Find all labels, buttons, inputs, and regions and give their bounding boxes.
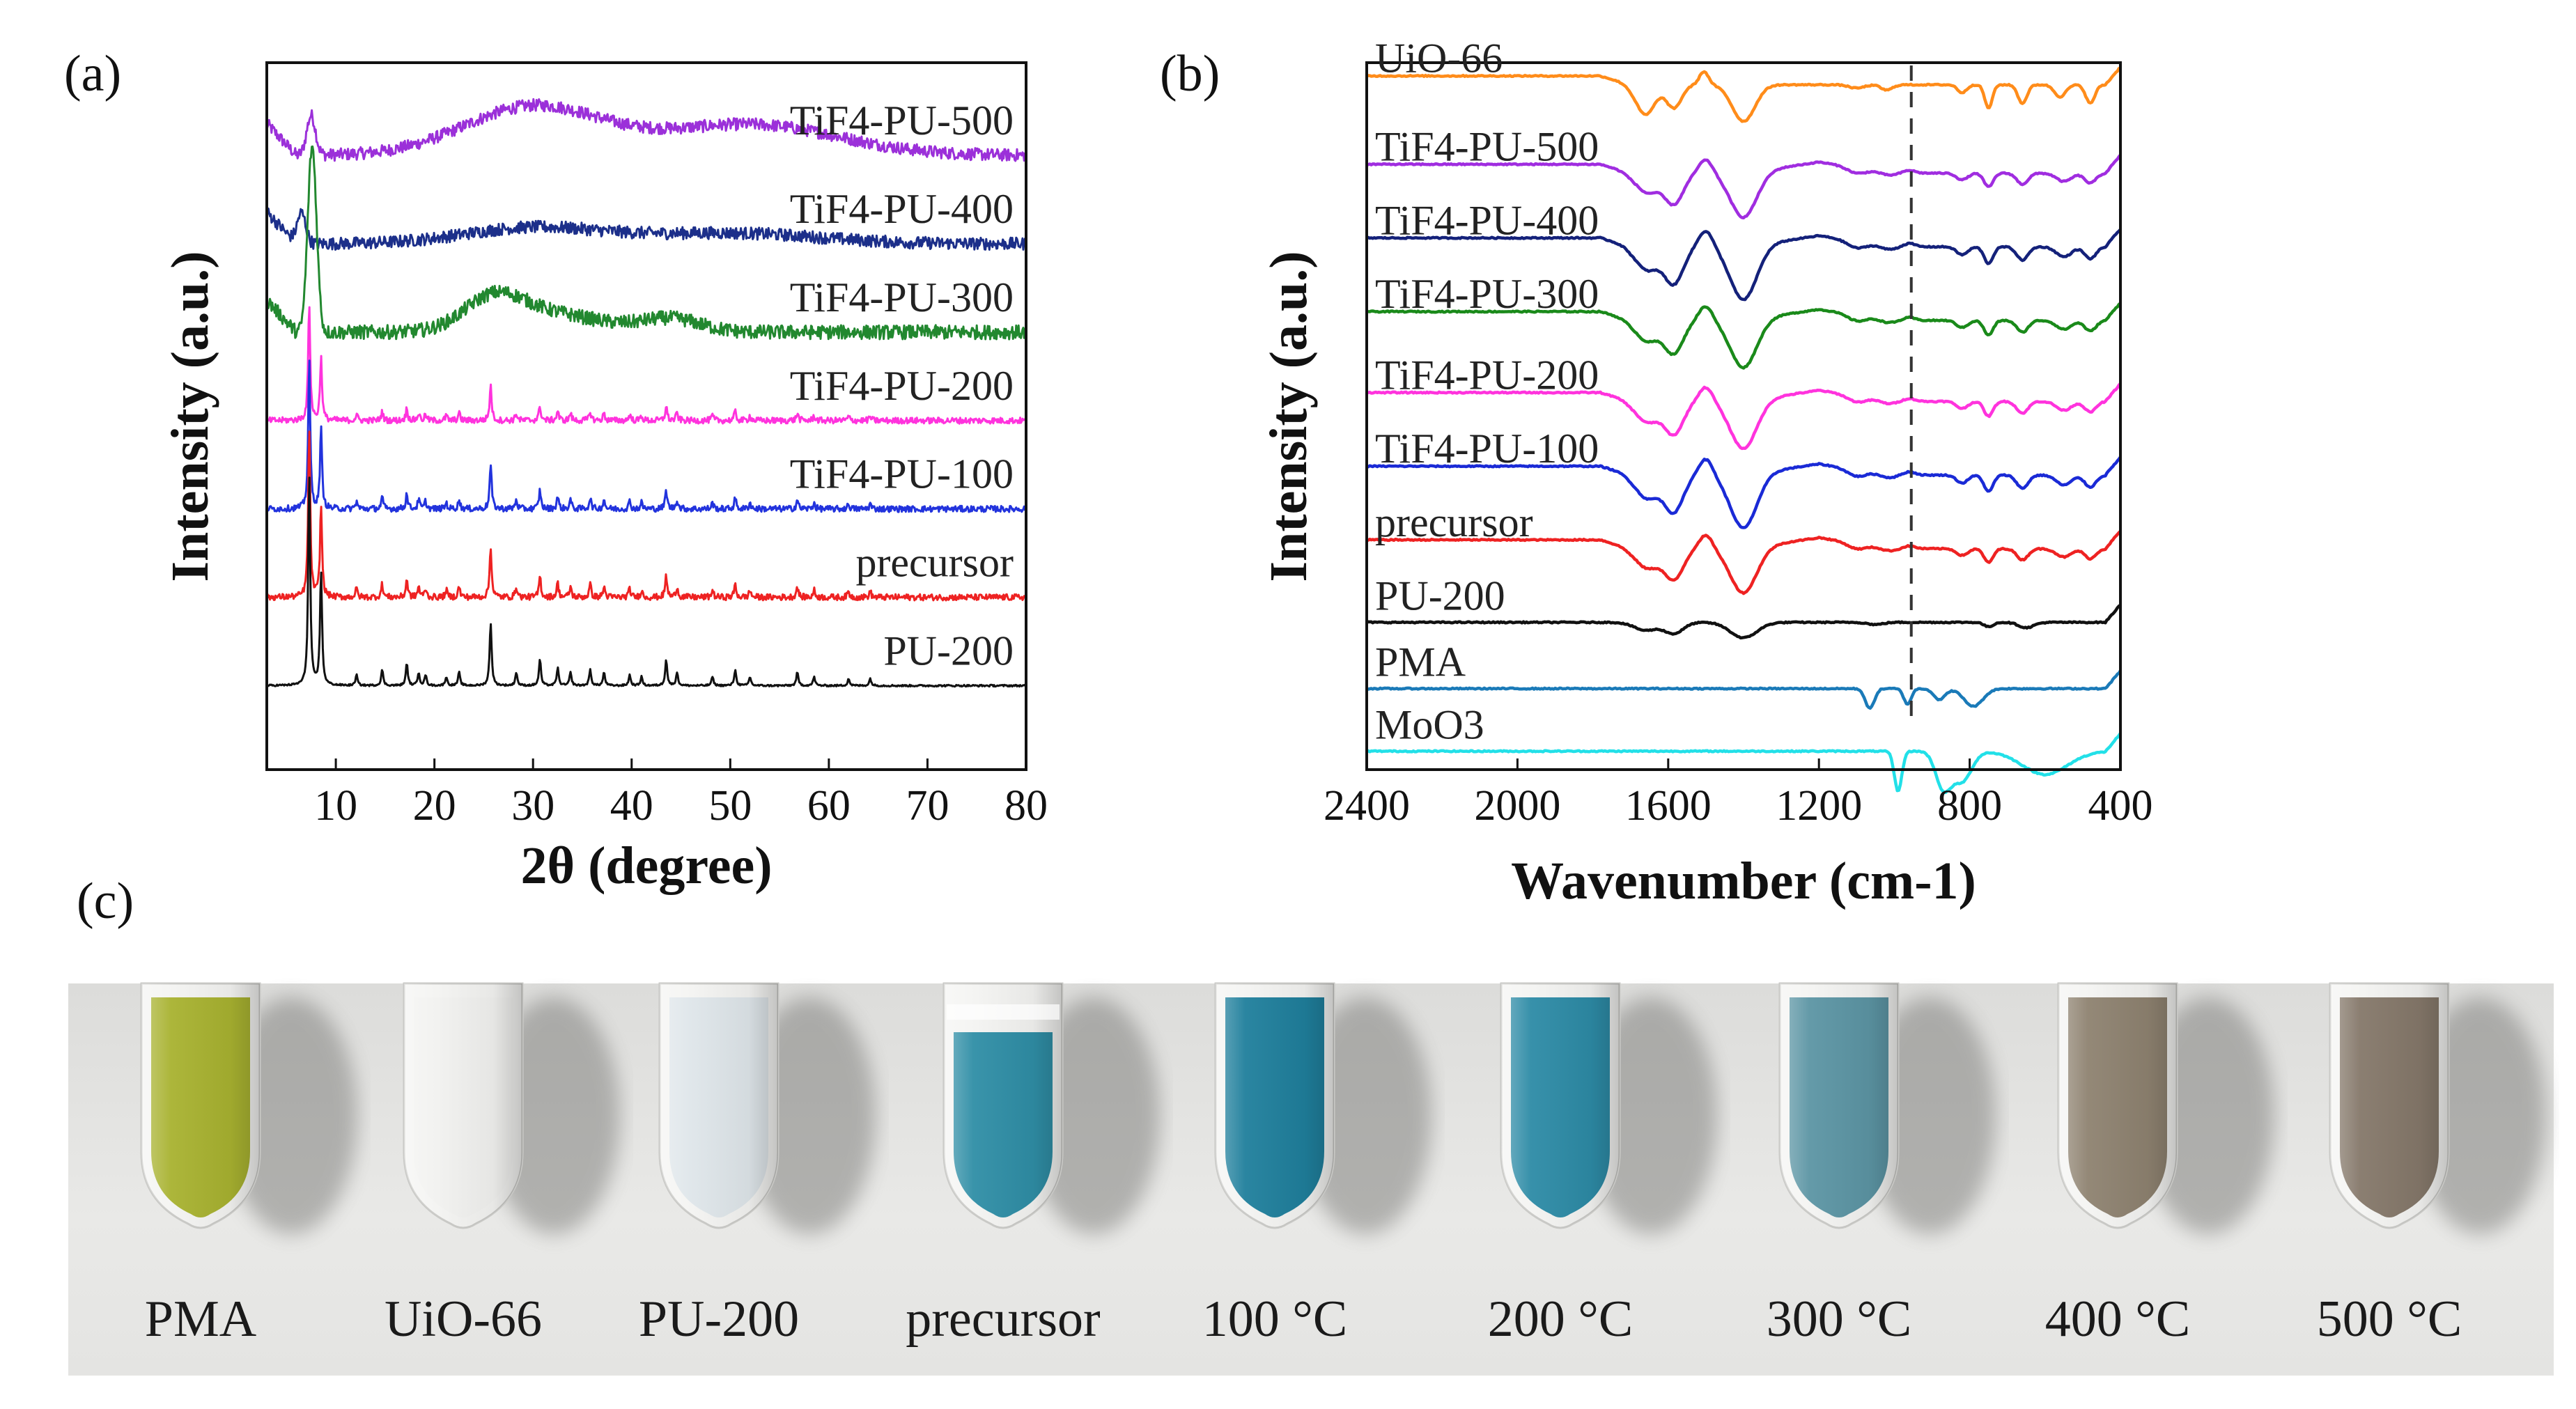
vial-500-c [2329,982,2546,1234]
ftir-label-precursor: precursor [1375,499,1533,545]
xrd-series-group [265,98,1027,688]
xrd-series-tif4-pu-400 [265,208,1027,251]
panel-b-letter: (b) [1160,45,1220,102]
ftir-x-tick-label: 1200 [1776,782,1862,830]
xrd-series-precursor [265,430,1027,602]
vial-precursor [942,982,1160,1234]
xrd-x-ticks: 10 20 30 40 50 60 70 80 [314,758,1048,830]
xrd-y-axis-title: Intensity (a.u.) [161,251,219,582]
xrd-label-tif4-pu-500: TiF4-PU-500 [790,98,1014,143]
xrd-x-tick-label: 60 [807,782,851,830]
ftir-label-tif4-pu-200: TiF4-PU-200 [1375,352,1599,398]
panel-c-letter: (c) [77,873,134,930]
ftir-series-labels: UiO-66 TiF4-PU-500 TiF4-PU-400 TiF4-PU-300 T… [1375,36,1599,748]
vial-300-c [1778,982,1996,1234]
vial-uio-66 [403,982,620,1234]
sample-label-300-c: 300 °C [1767,1291,1911,1348]
sample-photo: PMA UiO-66 PU-200 precursor 100 °C 200 °C 300 … [68,982,2554,1376]
sample-label-precursor: precursor [906,1291,1100,1348]
vial-glass-highlight [1501,983,1620,1228]
ftir-series-tif4-pu-400 [1365,228,2122,302]
xrd-x-tick-label: 50 [708,782,752,830]
xrd-series-tif4-pu-100 [266,359,1027,513]
ftir-plot-frame [1365,61,2122,771]
xrd-x-tick-label: 30 [511,782,554,830]
vial-pma [140,982,357,1234]
xrd-series-tif4-pu-200 [265,306,1027,425]
vial-400-c [2057,982,2274,1234]
sample-label-uio-66: UiO-66 [385,1291,542,1348]
vial-200-c [1500,982,1717,1234]
xrd-series-pu-200 [266,476,1027,688]
xrd-x-tick-label: 40 [610,782,653,830]
vial-row: PMA UiO-66 PU-200 precursor 100 °C 200 °C 300 … [140,982,2546,1348]
xrd-label-tif4-pu-400: TiF4-PU-400 [790,186,1014,232]
vial-glass-highlight [2058,983,2177,1228]
xrd-label-precursor: precursor [855,540,1014,586]
ftir-label-tif4-pu-400: TiF4-PU-400 [1375,197,1599,243]
ftir-x-ticks: 2400 2000 1600 1200 800 400 [1324,758,2153,830]
ftir-chart: 2400 2000 1600 1200 800 400 UiO-66 TiF4-PU-500… [1259,36,2153,910]
ftir-x-tick-label: 2000 [1474,782,1560,830]
ftir-x-tick-label: 2400 [1324,782,1410,830]
ftir-label-moo3: MoO3 [1375,702,1484,748]
xrd-label-tif4-pu-300: TiF4-PU-300 [790,274,1014,320]
ftir-series-group [1365,66,2122,795]
ftir-label-tif4-pu-500: TiF4-PU-500 [1375,124,1599,170]
vial-glass-highlight [141,983,260,1228]
vial-glass-highlight [2330,983,2449,1228]
vial-glass-highlight [1216,983,1334,1228]
xrd-x-tick-label: 80 [1004,782,1048,830]
xrd-label-tif4-pu-100: TiF4-PU-100 [790,451,1014,497]
vial-glass-highlight [660,983,778,1228]
ftir-label-tif4-pu-300: TiF4-PU-300 [1375,271,1599,317]
ftir-series-pu-200 [1366,603,2122,640]
ftir-series-pma [1366,669,2122,710]
ftir-y-axis-title: Intensity (a.u.) [1259,251,1318,582]
vial-glass-highlight [944,983,1062,1228]
ftir-x-tick-label: 800 [1937,782,2002,830]
sample-label-200-c: 200 °C [1488,1291,1633,1348]
panel-a-letter: (a) [64,45,121,102]
ftir-label-tif4-pu-100: TiF4-PU-100 [1375,426,1599,472]
sample-label-pu-200: PU-200 [639,1291,799,1348]
xrd-plot-frame [265,61,1027,771]
xrd-x-axis-title: 2θ (degree) [520,836,772,895]
xrd-series-tif4-pu-500 [265,98,1027,162]
ftir-series-moo3 [1366,732,2122,795]
xrd-x-tick-label: 10 [314,782,357,830]
ftir-x-tick-label: 1600 [1625,782,1712,830]
xrd-series-labels: TiF4-PU-500 TiF4-PU-400 TiF4-PU-300 TiF4-PU… [790,98,1014,674]
ftir-series-tif4-pu-200 [1366,382,2122,451]
sample-label-pma: PMA [145,1291,256,1348]
vial-cap-ring [947,1004,1060,1020]
xrd-series-tif4-pu-300 [265,145,1027,341]
ftir-series-precursor [1366,530,2122,595]
vial-100-c [1214,982,1431,1234]
ftir-series-uio-66 [1366,66,2122,123]
xrd-chart: 10 20 30 40 50 60 70 80 TiF4-PU-500TiF4-PU-400T… [161,61,1048,895]
sample-label-400-c: 400 °C [2045,1291,2190,1348]
vial-pu-200 [658,982,876,1234]
vial-glass-highlight [404,983,522,1228]
sample-label-500-c: 500 °C [2317,1291,2462,1348]
ftir-x-tick-label: 400 [2088,782,2153,830]
vial-glass-highlight [1780,983,1898,1228]
ftir-series-tif4-pu-100 [1366,456,2122,529]
xrd-x-tick-label: 70 [906,782,949,830]
ftir-label-pma: PMA [1375,639,1466,685]
ftir-series-tif4-pu-500 [1366,154,2122,220]
ftir-x-axis-title: Wavenumber (cm-1) [1511,852,1976,910]
xrd-x-tick-label: 20 [413,782,456,830]
ftir-label-pu-200: PU-200 [1375,573,1505,619]
sample-label-100-c: 100 °C [1202,1291,1347,1348]
xrd-label-tif4-pu-200: TiF4-PU-200 [790,363,1014,409]
ftir-label-uio-66: UiO-66 [1375,36,1503,81]
ftir-series-tif4-pu-300 [1366,302,2122,370]
xrd-label-pu-200: PU-200 [883,628,1014,674]
